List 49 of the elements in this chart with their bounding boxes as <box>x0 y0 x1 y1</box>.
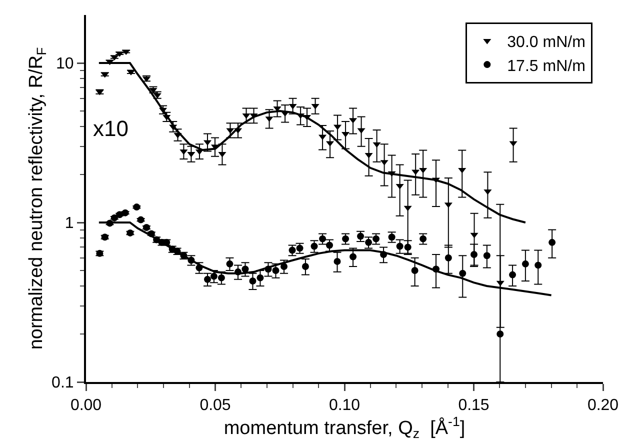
x-axis-title: momentum transfer, Q$_{z}$ [Å$^{-1}$] <box>224 414 466 442</box>
point <box>288 104 297 110</box>
point <box>470 251 478 258</box>
point <box>364 152 373 158</box>
point <box>380 251 388 258</box>
point <box>483 252 490 260</box>
y-tick-label: 1 <box>64 215 74 232</box>
point <box>256 274 264 282</box>
point <box>357 128 366 134</box>
y-tick-label: 10 <box>56 56 74 73</box>
point <box>350 253 357 260</box>
point <box>180 149 188 155</box>
point <box>432 266 440 273</box>
point <box>388 171 396 177</box>
point <box>509 141 518 147</box>
x-tick-label: 0.10 <box>328 397 360 414</box>
point <box>411 267 418 274</box>
point <box>187 152 196 158</box>
point <box>272 267 280 274</box>
point <box>242 266 249 273</box>
x-tick-label: 0.15 <box>458 397 490 414</box>
x-tick-label: 0.00 <box>70 397 102 414</box>
point <box>470 232 478 238</box>
point <box>302 262 309 270</box>
point <box>218 152 226 158</box>
y-tick-label: 0.1 <box>52 374 74 392</box>
point <box>522 260 529 268</box>
point <box>334 258 341 265</box>
point <box>548 238 556 246</box>
point <box>281 111 290 117</box>
point <box>396 242 404 250</box>
point <box>534 262 542 269</box>
point <box>264 266 272 273</box>
x-tick-label: 0.05 <box>200 397 231 414</box>
point <box>404 244 412 251</box>
point <box>404 206 412 212</box>
point <box>311 104 320 110</box>
point <box>372 142 381 148</box>
point <box>496 330 504 338</box>
point <box>249 277 256 284</box>
point <box>444 254 452 262</box>
point <box>509 271 516 278</box>
point <box>234 268 242 276</box>
legend-label: 30.0 mN/m <box>507 34 586 51</box>
x-tick-label: 0.20 <box>587 397 619 414</box>
point <box>459 270 466 277</box>
annotation: x10 <box>93 116 128 141</box>
legend-label: 17.5 mN/m <box>507 58 586 75</box>
point <box>226 128 234 134</box>
